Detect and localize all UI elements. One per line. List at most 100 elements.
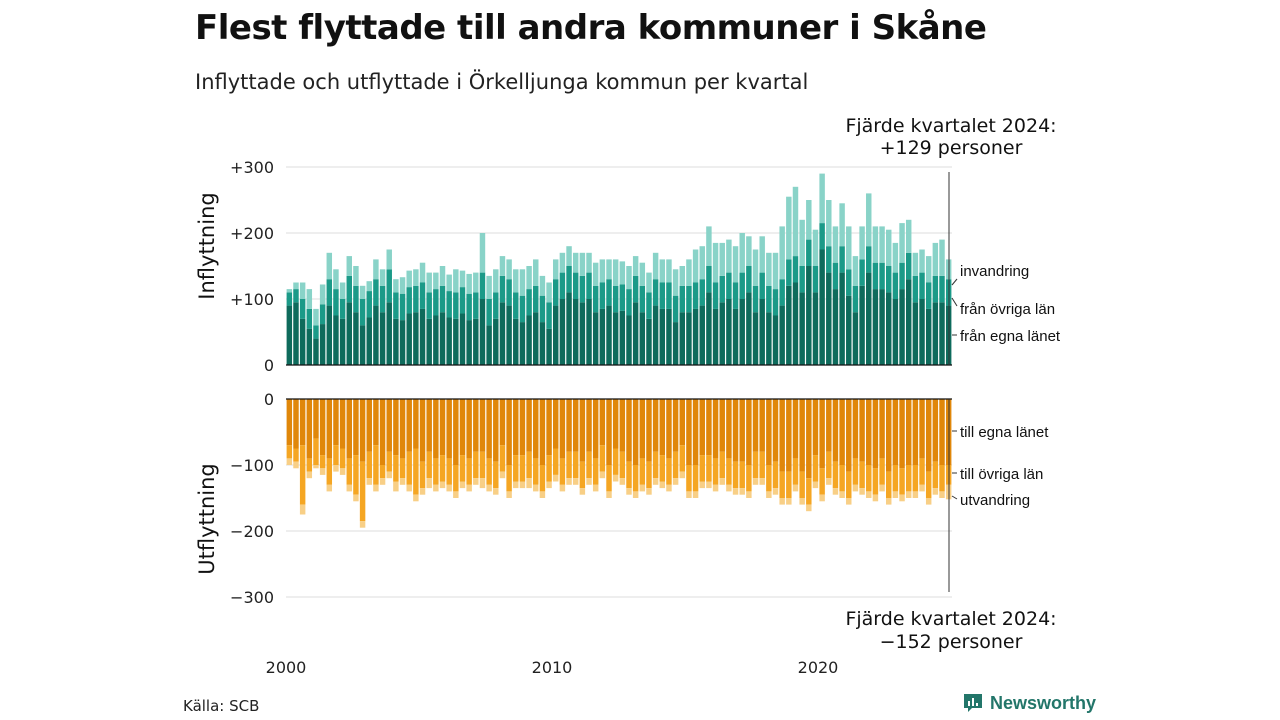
bar-segment bbox=[393, 455, 399, 482]
bar-segment bbox=[399, 458, 406, 479]
bar-segment bbox=[706, 226, 712, 266]
bar-segment bbox=[353, 455, 359, 495]
bar-segment bbox=[439, 266, 446, 286]
bar-segment bbox=[866, 246, 872, 273]
bar-segment bbox=[832, 461, 839, 489]
bar-segment bbox=[872, 494, 879, 502]
bar-segment bbox=[493, 269, 499, 293]
bar-segment bbox=[939, 239, 945, 276]
bar-segment bbox=[473, 451, 479, 479]
bar-segment bbox=[819, 173, 825, 224]
bar-segment bbox=[433, 289, 439, 316]
bar-segment bbox=[879, 484, 885, 492]
bar-segment bbox=[826, 272, 832, 365]
bar-segment bbox=[766, 312, 772, 365]
bar-segment bbox=[466, 458, 472, 485]
bar-segment bbox=[792, 484, 799, 492]
bar-segment bbox=[719, 399, 725, 452]
bar-segment bbox=[413, 269, 419, 286]
bar-segment bbox=[819, 223, 825, 250]
bar-segment bbox=[333, 269, 339, 290]
y-tick-label: 0 bbox=[264, 356, 274, 375]
bar-segment bbox=[486, 458, 492, 485]
bar-segment bbox=[539, 275, 546, 296]
bar-segment bbox=[466, 273, 472, 294]
bar-segment bbox=[339, 468, 346, 475]
bar-segment bbox=[306, 328, 313, 365]
bar-segment bbox=[639, 458, 646, 485]
bar-segment bbox=[439, 481, 446, 489]
bar-segment bbox=[466, 399, 472, 459]
bar-segment bbox=[513, 269, 519, 293]
bar-segment bbox=[373, 259, 379, 280]
bar-segment bbox=[905, 491, 912, 498]
bar-segment bbox=[646, 461, 652, 489]
bar-segment bbox=[586, 451, 592, 479]
bar-segment bbox=[859, 259, 865, 286]
bar-segment bbox=[459, 399, 466, 456]
bar-segment bbox=[886, 471, 892, 498]
brand-logo[interactable]: Newsworthy bbox=[962, 692, 1096, 714]
bar-segment bbox=[479, 233, 486, 273]
bar-segment bbox=[699, 481, 705, 489]
bar-segment bbox=[886, 498, 892, 505]
bar-segment bbox=[453, 465, 459, 492]
bar-segment bbox=[386, 249, 392, 270]
bar-segment bbox=[439, 285, 446, 313]
bar-segment bbox=[812, 292, 819, 365]
bar-segment bbox=[846, 471, 852, 498]
bar-segment bbox=[533, 458, 539, 485]
bar-segment bbox=[393, 292, 399, 319]
bar-segment bbox=[919, 399, 925, 459]
bar-segment bbox=[446, 458, 452, 485]
bar-segment bbox=[919, 299, 925, 365]
bar-segment bbox=[886, 399, 892, 472]
x-tick-label: 2010 bbox=[532, 658, 573, 677]
bar-segment bbox=[812, 229, 819, 266]
bar-segment bbox=[293, 282, 299, 290]
bar-segment bbox=[519, 399, 526, 456]
bar-segment bbox=[679, 312, 685, 365]
bar-segment bbox=[779, 305, 785, 365]
bar-segment bbox=[779, 471, 785, 498]
bar-segment bbox=[406, 451, 412, 485]
bar-segment bbox=[426, 451, 432, 479]
bar-segment bbox=[592, 458, 599, 485]
bar-segment bbox=[832, 262, 839, 290]
bar-segment bbox=[839, 491, 845, 498]
series-label: till övriga län bbox=[960, 466, 1043, 483]
bar-segment bbox=[513, 481, 519, 489]
bar-segment bbox=[819, 399, 825, 469]
bar-segment bbox=[526, 266, 532, 290]
bar-segment bbox=[486, 484, 492, 492]
bar-segment bbox=[386, 399, 392, 452]
bar-segment bbox=[426, 478, 432, 489]
bar-segment bbox=[852, 285, 859, 313]
bar-segment bbox=[892, 242, 899, 273]
bar-segment bbox=[812, 455, 819, 482]
bar-segment bbox=[546, 399, 552, 456]
bar-segment bbox=[519, 455, 526, 482]
bar-segment bbox=[786, 285, 792, 365]
bar-segment bbox=[493, 292, 499, 319]
bar-segment bbox=[812, 266, 819, 293]
bar-segment bbox=[473, 318, 479, 365]
bar-segment bbox=[419, 308, 426, 365]
bar-segment bbox=[766, 252, 772, 286]
bar-segment bbox=[326, 484, 333, 492]
bar-segment bbox=[572, 399, 579, 452]
bar-segment bbox=[473, 478, 479, 485]
bar-segment bbox=[679, 266, 685, 286]
bar-segment bbox=[299, 282, 306, 299]
bar-segment bbox=[846, 498, 852, 505]
bar-segment bbox=[393, 279, 399, 293]
bar-segment bbox=[286, 305, 293, 365]
bar-segment bbox=[612, 448, 619, 475]
bar-segment bbox=[533, 312, 539, 365]
bar-segment bbox=[792, 186, 799, 257]
bar-segment bbox=[339, 299, 346, 319]
bar-segment bbox=[692, 282, 699, 309]
bar-segment bbox=[652, 399, 659, 452]
bar-segment bbox=[939, 465, 945, 492]
bar-segment bbox=[286, 292, 293, 306]
